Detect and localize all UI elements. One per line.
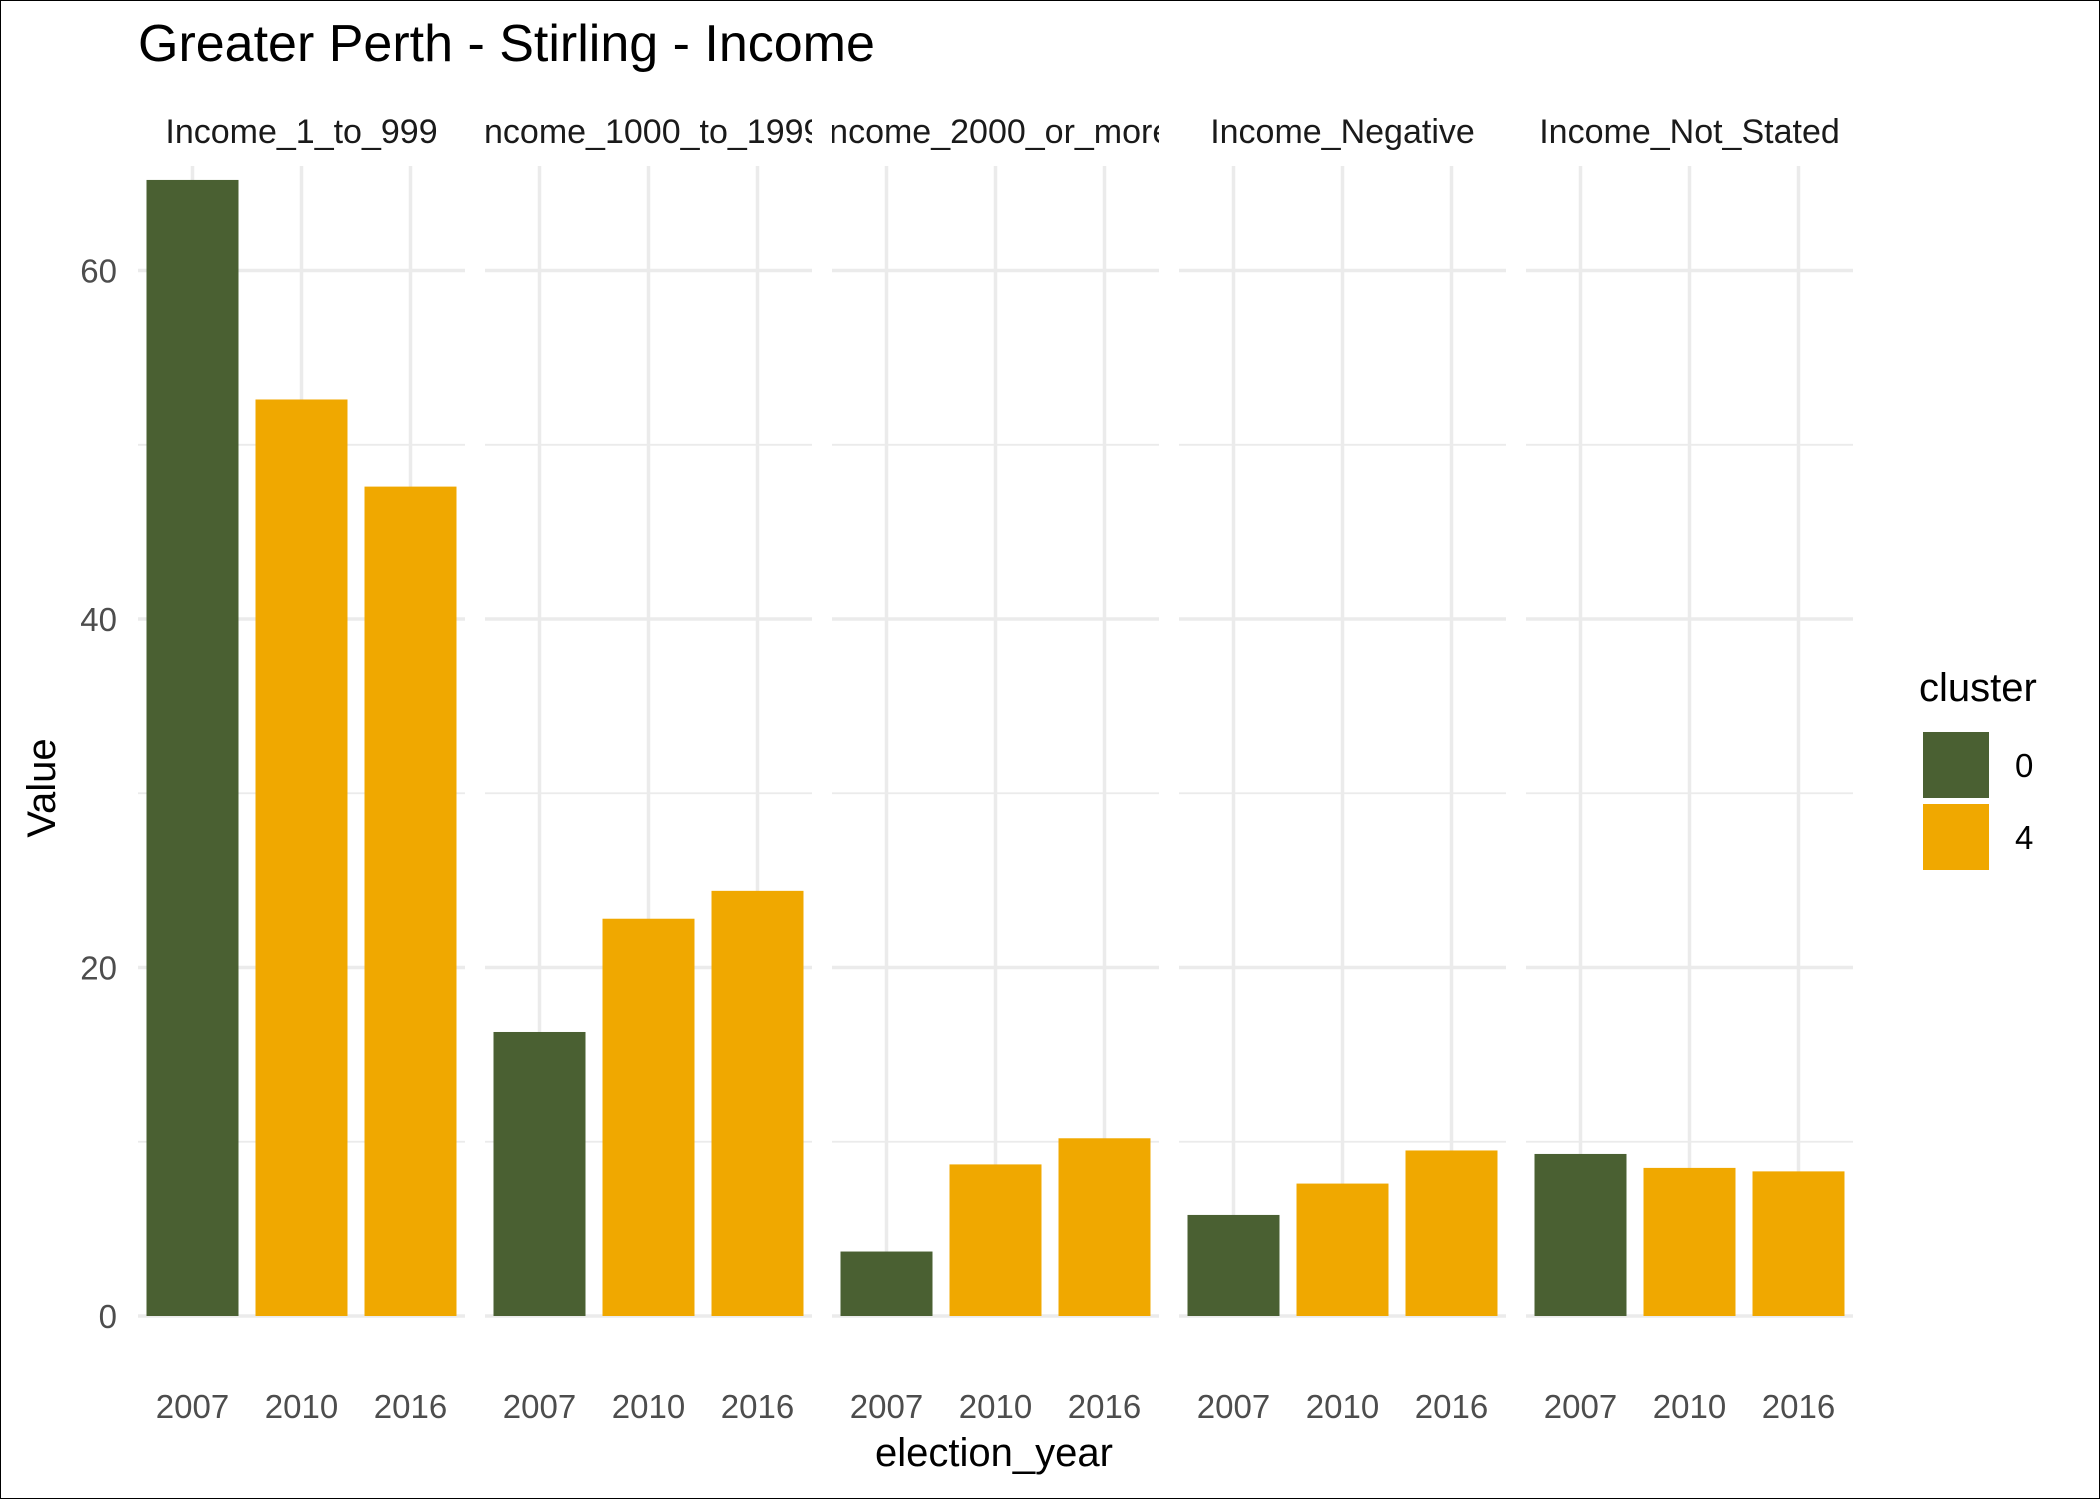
x-tick-label: 2007: [1197, 1388, 1270, 1425]
y-tick-label: 60: [80, 253, 117, 290]
bar: [1643, 1167, 1736, 1316]
bar: [1534, 1153, 1627, 1316]
bar: [711, 890, 804, 1316]
x-tick-label: 2010: [1653, 1388, 1726, 1425]
bar: [840, 1251, 933, 1316]
facet-strip-label: Income_Negative: [1210, 113, 1475, 151]
legend-key: [1923, 732, 1989, 798]
y-tick-label: 40: [80, 601, 117, 638]
bar: [146, 179, 239, 1316]
x-axis-title: election_year: [875, 1431, 1113, 1475]
x-tick-label: 2010: [1306, 1388, 1379, 1425]
x-tick-label: 2016: [1762, 1388, 1835, 1425]
x-tick-label: 2007: [503, 1388, 576, 1425]
bar: [602, 918, 695, 1316]
facet-strip-label: Income_2000_or_more: [820, 113, 1172, 151]
gridlines: [138, 166, 1853, 1318]
x-tick-label: 2010: [959, 1388, 1032, 1425]
facet-strip-label: Income_Not_Stated: [1539, 113, 1840, 151]
x-axis-ticks: 2007 2010 2016 2007 2010 2016 2007 2010 2016 2007…: [156, 1388, 1835, 1425]
x-tick-label: 2007: [1544, 1388, 1617, 1425]
y-tick-label: 20: [80, 950, 117, 987]
facet-strips: Income_1_to_999 Income_1000_to_1999Income…: [165, 113, 1839, 151]
facet-strip-label: Income_1_to_999: [165, 113, 437, 151]
x-tick-label: 2007: [156, 1388, 229, 1425]
y-axis-title: Value: [20, 738, 64, 837]
x-tick-label: 2010: [265, 1388, 338, 1425]
legend-key: [1923, 804, 1989, 870]
bar: [364, 486, 457, 1316]
bar: [1296, 1183, 1389, 1316]
y-tick-label: 0: [99, 1298, 117, 1335]
bars: [146, 179, 1845, 1316]
legend-label: 4: [2015, 819, 2033, 856]
bar: [949, 1164, 1042, 1316]
bar: [493, 1031, 586, 1316]
bar: [1752, 1171, 1845, 1316]
x-tick-label: 2016: [374, 1388, 447, 1425]
bar: [1405, 1150, 1498, 1316]
y-axis-ticks: 0 20 40 60: [80, 253, 117, 1335]
x-tick-label: 2016: [1415, 1388, 1488, 1425]
bar: [255, 399, 348, 1316]
facet-strip-label: Income_1000_to_1999: [475, 113, 823, 151]
legend-title: cluster: [1919, 666, 2037, 710]
chart-title: Greater Perth - Stirling - Income: [138, 15, 875, 73]
x-tick-label: 2007: [850, 1388, 923, 1425]
x-tick-label: 2016: [721, 1388, 794, 1425]
legend: cluster 0 4: [1919, 666, 2037, 870]
x-tick-label: 2010: [612, 1388, 685, 1425]
bar: [1187, 1214, 1280, 1316]
legend-label: 0: [2015, 747, 2033, 784]
x-tick-label: 2016: [1068, 1388, 1141, 1425]
bar: [1058, 1138, 1151, 1316]
